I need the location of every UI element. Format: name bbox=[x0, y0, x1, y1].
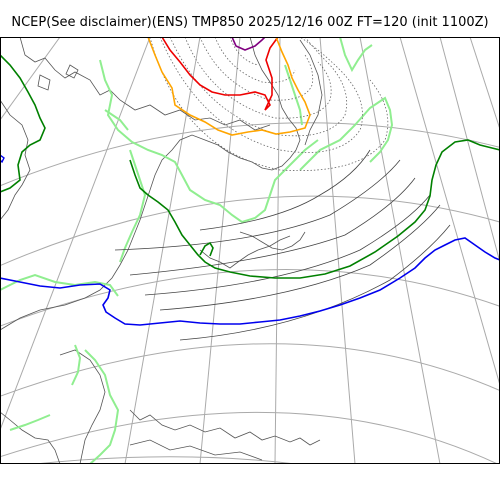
contour-line bbox=[299, 96, 394, 171]
coastline-islands bbox=[129, 439, 263, 461]
contour-line bbox=[159, 204, 441, 311]
coastline-borneo bbox=[0, 411, 61, 464]
latitude-line bbox=[0, 195, 500, 267]
coastline-north bbox=[19, 37, 271, 131]
coastline-west bbox=[0, 99, 31, 221]
meridian-line bbox=[399, 37, 500, 387]
contours-light-green bbox=[0, 37, 394, 464]
coastline-japan bbox=[239, 231, 306, 251]
contour-line bbox=[84, 349, 120, 464]
meridian-line bbox=[274, 37, 281, 464]
latitude-line bbox=[0, 411, 499, 464]
contour-line bbox=[71, 344, 82, 386]
coastline-asia bbox=[0, 37, 301, 331]
meridian-line bbox=[439, 37, 500, 265]
contour-line bbox=[119, 149, 147, 263]
contour-orange bbox=[147, 37, 311, 136]
contour-line bbox=[179, 224, 451, 341]
latitude-line bbox=[0, 269, 500, 327]
contour-line bbox=[144, 194, 431, 296]
contour-line bbox=[214, 37, 296, 83]
contour-green bbox=[0, 54, 500, 279]
graticule bbox=[0, 37, 500, 464]
latitude-line bbox=[30, 456, 299, 464]
contour-red bbox=[161, 37, 279, 111]
meridian-line bbox=[0, 37, 151, 431]
contour-line bbox=[199, 37, 314, 101]
contour-line bbox=[184, 37, 332, 119]
contour-line bbox=[129, 177, 416, 276]
coastline-korea bbox=[199, 235, 291, 269]
coastline-lakes bbox=[65, 64, 79, 79]
meridian-line bbox=[124, 37, 201, 464]
coastline-philippines bbox=[129, 409, 321, 446]
contour-line bbox=[229, 37, 259, 66]
contour-line bbox=[0, 273, 119, 297]
contour-line bbox=[199, 149, 371, 231]
contour-line bbox=[284, 64, 303, 126]
contour-line bbox=[114, 159, 401, 251]
latitude-line bbox=[0, 122, 500, 187]
coastline-southeast-asia bbox=[59, 349, 106, 464]
meridian-line bbox=[469, 37, 500, 131]
contours-thin bbox=[114, 149, 451, 341]
contour-line bbox=[9, 414, 51, 431]
contour-line bbox=[339, 37, 373, 73]
weather-map bbox=[0, 37, 500, 464]
meridian-line bbox=[319, 37, 356, 464]
latitude-line bbox=[0, 343, 500, 397]
contour-line bbox=[159, 37, 363, 153]
coastline-kamchatka bbox=[299, 39, 323, 146]
map-frame bbox=[0, 37, 500, 464]
contour-purple bbox=[231, 37, 266, 51]
coastlines bbox=[0, 37, 323, 464]
contour-line bbox=[99, 59, 319, 224]
chart-title: NCEP(See disclaimer)(ENS) TMP850 2025/12… bbox=[11, 15, 489, 30]
coastline-lakes bbox=[37, 74, 51, 91]
meridian-line bbox=[199, 37, 241, 464]
contour-blue bbox=[0, 237, 500, 326]
meridian-line bbox=[0, 37, 61, 121]
contour-line bbox=[104, 109, 129, 131]
meridian-line bbox=[359, 37, 441, 464]
